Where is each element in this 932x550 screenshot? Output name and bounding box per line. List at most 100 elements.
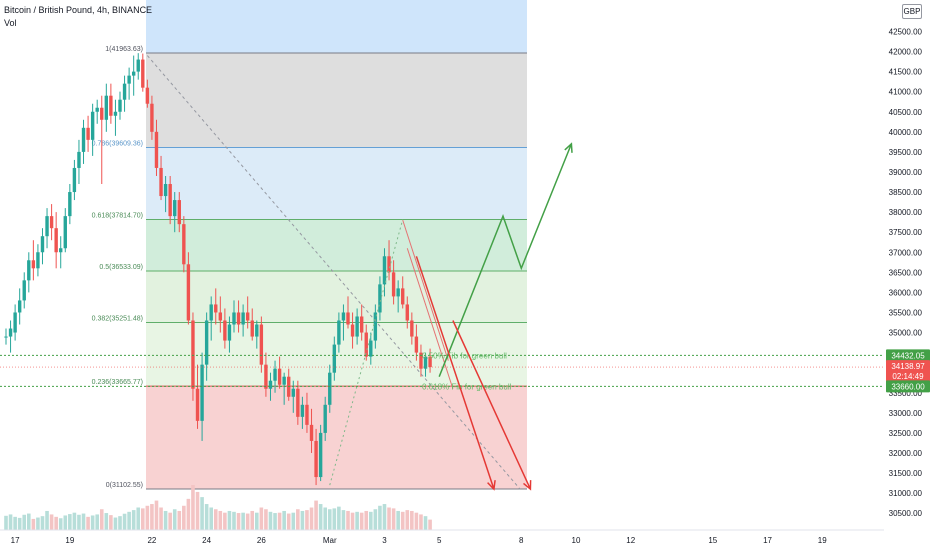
candle-body[interactable]	[227, 324, 232, 341]
annotation-text[interactable]: 0.50% Fib for green bull	[422, 351, 507, 360]
candle-body[interactable]	[54, 228, 58, 253]
candle-body[interactable]	[255, 324, 259, 337]
candle-body[interactable]	[414, 336, 419, 353]
candle-body[interactable]	[136, 59, 140, 72]
candle-body[interactable]	[373, 312, 378, 341]
candle-body[interactable]	[182, 224, 186, 265]
candle-body[interactable]	[346, 312, 350, 325]
candle-body[interactable]	[145, 87, 150, 104]
candle-body[interactable]	[314, 440, 318, 478]
candle-body[interactable]	[8, 328, 13, 337]
candle-body[interactable]	[81, 127, 86, 152]
candle-body[interactable]	[241, 312, 245, 325]
candle-body[interactable]	[90, 111, 95, 140]
candle-body[interactable]	[31, 260, 36, 269]
candle-body[interactable]	[218, 312, 223, 321]
candle-body[interactable]	[378, 284, 382, 313]
candle-body[interactable]	[223, 320, 227, 341]
candle-body[interactable]	[305, 404, 309, 425]
bear-scenario-arrow[interactable]	[452, 320, 532, 490]
candle-body[interactable]	[318, 432, 323, 478]
candle-body[interactable]	[77, 151, 81, 168]
candle-body[interactable]	[200, 364, 204, 421]
candle-body[interactable]	[264, 364, 268, 389]
candle-body[interactable]	[337, 320, 341, 345]
candle-body[interactable]	[141, 59, 145, 88]
candle-body[interactable]	[17, 300, 22, 313]
candle-body[interactable]	[68, 192, 72, 217]
candle-body[interactable]	[259, 324, 264, 365]
candle-body[interactable]	[300, 404, 305, 417]
candle-body[interactable]	[104, 95, 109, 120]
candle-body[interactable]	[63, 216, 67, 249]
candle-body[interactable]	[419, 352, 423, 369]
candle-body[interactable]	[40, 236, 45, 253]
candle-body[interactable]	[22, 280, 26, 301]
candle-body[interactable]	[273, 368, 277, 381]
candle-body[interactable]	[405, 304, 409, 321]
candle-body[interactable]	[177, 200, 181, 225]
candle-body[interactable]	[59, 248, 63, 253]
candle-body[interactable]	[186, 264, 191, 321]
candle-body[interactable]	[4, 336, 8, 338]
candle-body[interactable]	[159, 167, 163, 197]
candle-body[interactable]	[109, 95, 113, 116]
trend-line-dashed[interactable]	[329, 219, 404, 486]
candle-body[interactable]	[13, 312, 17, 333]
price-axis-background[interactable]	[884, 0, 932, 530]
candle-body[interactable]	[423, 356, 428, 369]
candle-body[interactable]	[131, 71, 136, 76]
candle-body[interactable]	[428, 356, 432, 368]
candle-body[interactable]	[332, 344, 337, 373]
candle-body[interactable]	[341, 312, 346, 321]
candle-body[interactable]	[232, 312, 236, 325]
candle-body[interactable]	[100, 107, 104, 120]
candle-body[interactable]	[391, 272, 396, 297]
candle-body[interactable]	[113, 111, 118, 116]
candle-body[interactable]	[195, 388, 200, 421]
candle-body[interactable]	[369, 340, 373, 357]
candle-body[interactable]	[214, 304, 218, 313]
candle-body[interactable]	[268, 380, 273, 389]
price-badge-upper[interactable]	[886, 349, 930, 362]
bull-scenario-arrow[interactable]	[438, 143, 573, 377]
candle-body[interactable]	[72, 167, 77, 193]
candle-body[interactable]	[323, 404, 327, 433]
candle-body[interactable]	[396, 288, 400, 297]
channel-line[interactable]	[406, 248, 454, 389]
candle-body[interactable]	[236, 312, 241, 325]
channel-line[interactable]	[402, 219, 449, 361]
candle-body[interactable]	[27, 260, 31, 281]
candle-body[interactable]	[296, 388, 300, 417]
candle-body[interactable]	[291, 388, 295, 397]
trend-line-dashed[interactable]	[146, 55, 521, 490]
candle-body[interactable]	[163, 184, 168, 197]
candle-body[interactable]	[150, 103, 154, 132]
candle-body[interactable]	[350, 324, 355, 337]
candle-body[interactable]	[410, 320, 414, 337]
candle-body[interactable]	[355, 316, 359, 337]
candle-body[interactable]	[168, 184, 172, 217]
candle-body[interactable]	[154, 131, 159, 168]
candle-body[interactable]	[209, 304, 213, 321]
candle-body[interactable]	[387, 256, 391, 273]
candle-body[interactable]	[382, 256, 387, 285]
candle-body[interactable]	[127, 75, 131, 84]
candle-body[interactable]	[36, 252, 40, 269]
candle-body[interactable]	[204, 320, 209, 365]
current-price-badge[interactable]	[886, 360, 930, 383]
bear-scenario-arrow[interactable]	[415, 256, 495, 490]
candle-body[interactable]	[364, 332, 368, 357]
candle-body[interactable]	[245, 312, 250, 321]
price-badge-lower[interactable]	[886, 380, 930, 393]
candle-body[interactable]	[191, 320, 195, 389]
candle-body[interactable]	[86, 127, 90, 140]
candle-body[interactable]	[401, 288, 405, 305]
candle-body[interactable]	[95, 107, 99, 112]
candle-body[interactable]	[49, 216, 54, 229]
candle-body[interactable]	[250, 320, 254, 337]
candle-body[interactable]	[309, 424, 314, 441]
candle-body[interactable]	[118, 99, 122, 112]
currency-badge[interactable]: GBP	[902, 4, 922, 19]
candle-body[interactable]	[173, 200, 177, 217]
